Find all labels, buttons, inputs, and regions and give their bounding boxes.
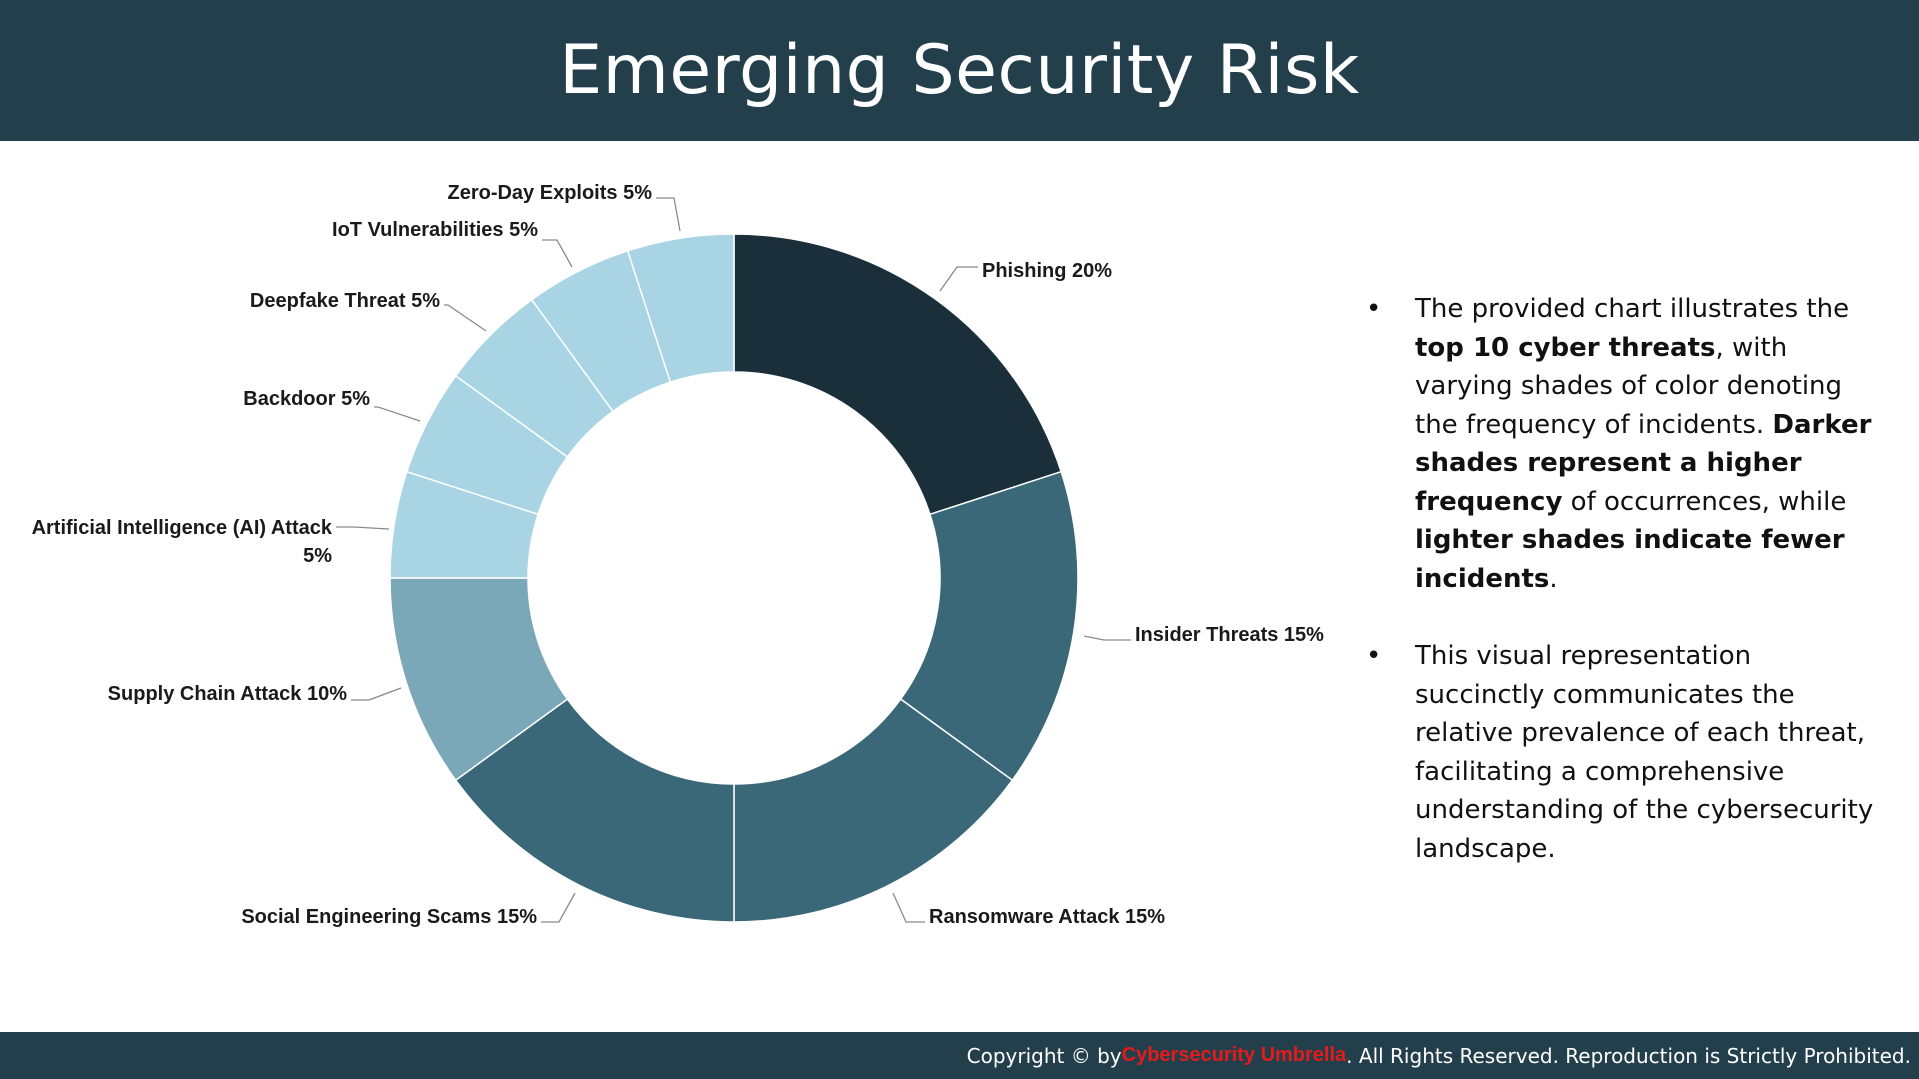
- donut-slice-zero-day-exploits: [626, 233, 735, 384]
- data-label: Zero-Day Exploits 5%: [447, 182, 652, 204]
- data-label: Phishing 20%: [982, 260, 1112, 282]
- leader-line: [374, 406, 421, 422]
- bullet-item: • The provided chart illustrates the top …: [1366, 290, 1886, 598]
- bullet-item: • This visual representation succinctly c…: [1366, 637, 1886, 868]
- bullet-emphasis: top 10 cyber threats: [1415, 332, 1716, 363]
- data-label: Deepfake Threat 5%: [250, 290, 440, 312]
- bullet-text: .: [1549, 563, 1558, 594]
- data-label: Artificial Intelligence (AI) Attack 5%: [32, 517, 333, 567]
- data-label: Insider Threats 15%: [1135, 624, 1324, 646]
- header-bar: Emerging Security Risk: [0, 0, 1919, 141]
- bullet-text: This visual representation succinctly co…: [1415, 641, 1874, 864]
- leader-line: [656, 197, 681, 232]
- description-bullets: • The provided chart illustrates the top …: [1366, 290, 1886, 868]
- data-label: Backdoor 5%: [243, 388, 370, 410]
- bullet-marker: •: [1366, 294, 1382, 324]
- leader-line: [939, 266, 978, 292]
- data-label: IoT Vulnerabilities 5%: [332, 219, 538, 241]
- data-label: Ransomware Attack 15%: [929, 906, 1165, 928]
- leader-line: [542, 239, 573, 268]
- leader-line: [336, 526, 390, 530]
- footer-prefix: Copyright © by: [966, 1043, 1122, 1068]
- bullet-text: of occurrences, while: [1562, 486, 1847, 517]
- leader-line: [541, 892, 576, 923]
- leader-line: [351, 687, 402, 701]
- footer-bar: Copyright © by Cybersecurity Umbrella. A…: [0, 1032, 1919, 1079]
- leader-line: [1083, 635, 1131, 641]
- page-title: Emerging Security Risk: [559, 31, 1360, 110]
- footer-suffix: . All Rights Reserved. Reproduction is S…: [1346, 1043, 1911, 1068]
- bullet-text: The provided chart illustrates the: [1415, 294, 1850, 324]
- bullet-marker: •: [1366, 641, 1382, 671]
- footer-brand: Cybersecurity Umbrella: [1121, 1044, 1347, 1066]
- bullet-emphasis: lighter shades indicate fewer incidents: [1415, 525, 1845, 594]
- bullet-emphasis: Darker shades represent a higher frequen…: [1415, 409, 1872, 517]
- donut-slice-phishing: [733, 233, 1063, 516]
- bullet-text: , with varying shades of color denoting …: [1415, 332, 1843, 440]
- data-label: Social Engineering Scams 15%: [241, 906, 537, 928]
- donut-chart: Phishing 20% Insider Threats 15% Ransomwar…: [32, 182, 1325, 928]
- data-label: Supply Chain Attack 10%: [108, 683, 348, 705]
- leader-line: [444, 304, 487, 332]
- leader-line: [892, 892, 925, 923]
